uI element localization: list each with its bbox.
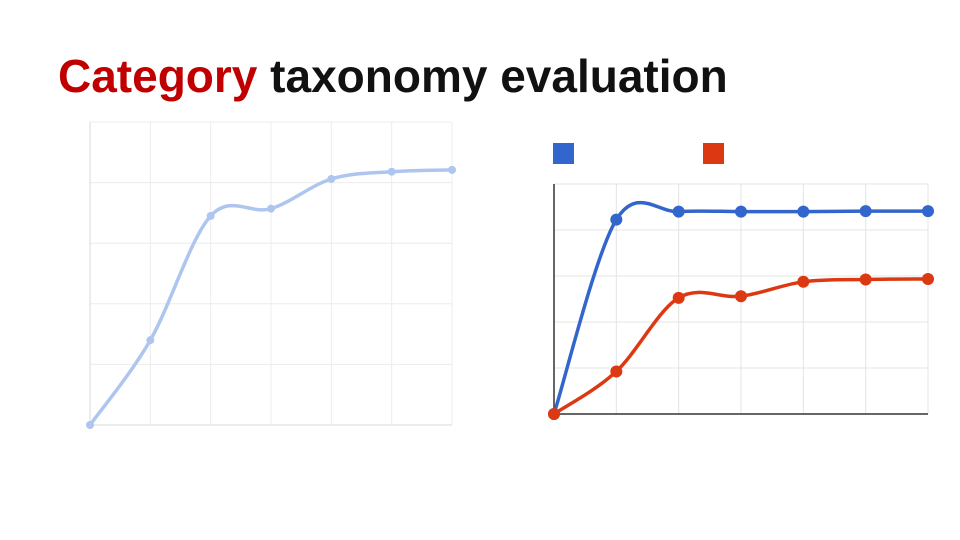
precision-recall-chart <box>548 143 934 420</box>
data-point-precision <box>797 205 810 218</box>
data-point-precision <box>859 205 872 218</box>
data-point-coverage <box>448 165 456 174</box>
data-point-recall <box>859 273 872 286</box>
data-point-recall <box>672 291 685 304</box>
slide-title: Category taxonomy evaluation <box>58 48 728 104</box>
data-point-recall <box>548 408 560 420</box>
data-point-recall <box>735 290 747 303</box>
data-point-coverage <box>206 211 215 220</box>
data-point-precision <box>610 213 623 226</box>
coverage-chart <box>86 121 456 429</box>
data-point-precision <box>735 205 747 218</box>
slide-title-accent: Category <box>58 50 258 102</box>
data-point-coverage <box>146 336 155 345</box>
slide-title-rest: taxonomy evaluation <box>257 50 728 102</box>
data-point-precision <box>922 205 934 218</box>
data-point-coverage <box>387 167 396 176</box>
data-point-coverage <box>86 421 94 429</box>
data-point-precision <box>672 205 685 218</box>
legend-swatch-recall <box>703 143 724 164</box>
legend-swatch-precision <box>553 143 574 164</box>
data-point-recall <box>797 275 810 288</box>
data-point-recall <box>610 365 623 378</box>
data-point-recall <box>922 272 934 285</box>
data-point-coverage <box>267 204 275 213</box>
data-point-coverage <box>327 174 336 183</box>
